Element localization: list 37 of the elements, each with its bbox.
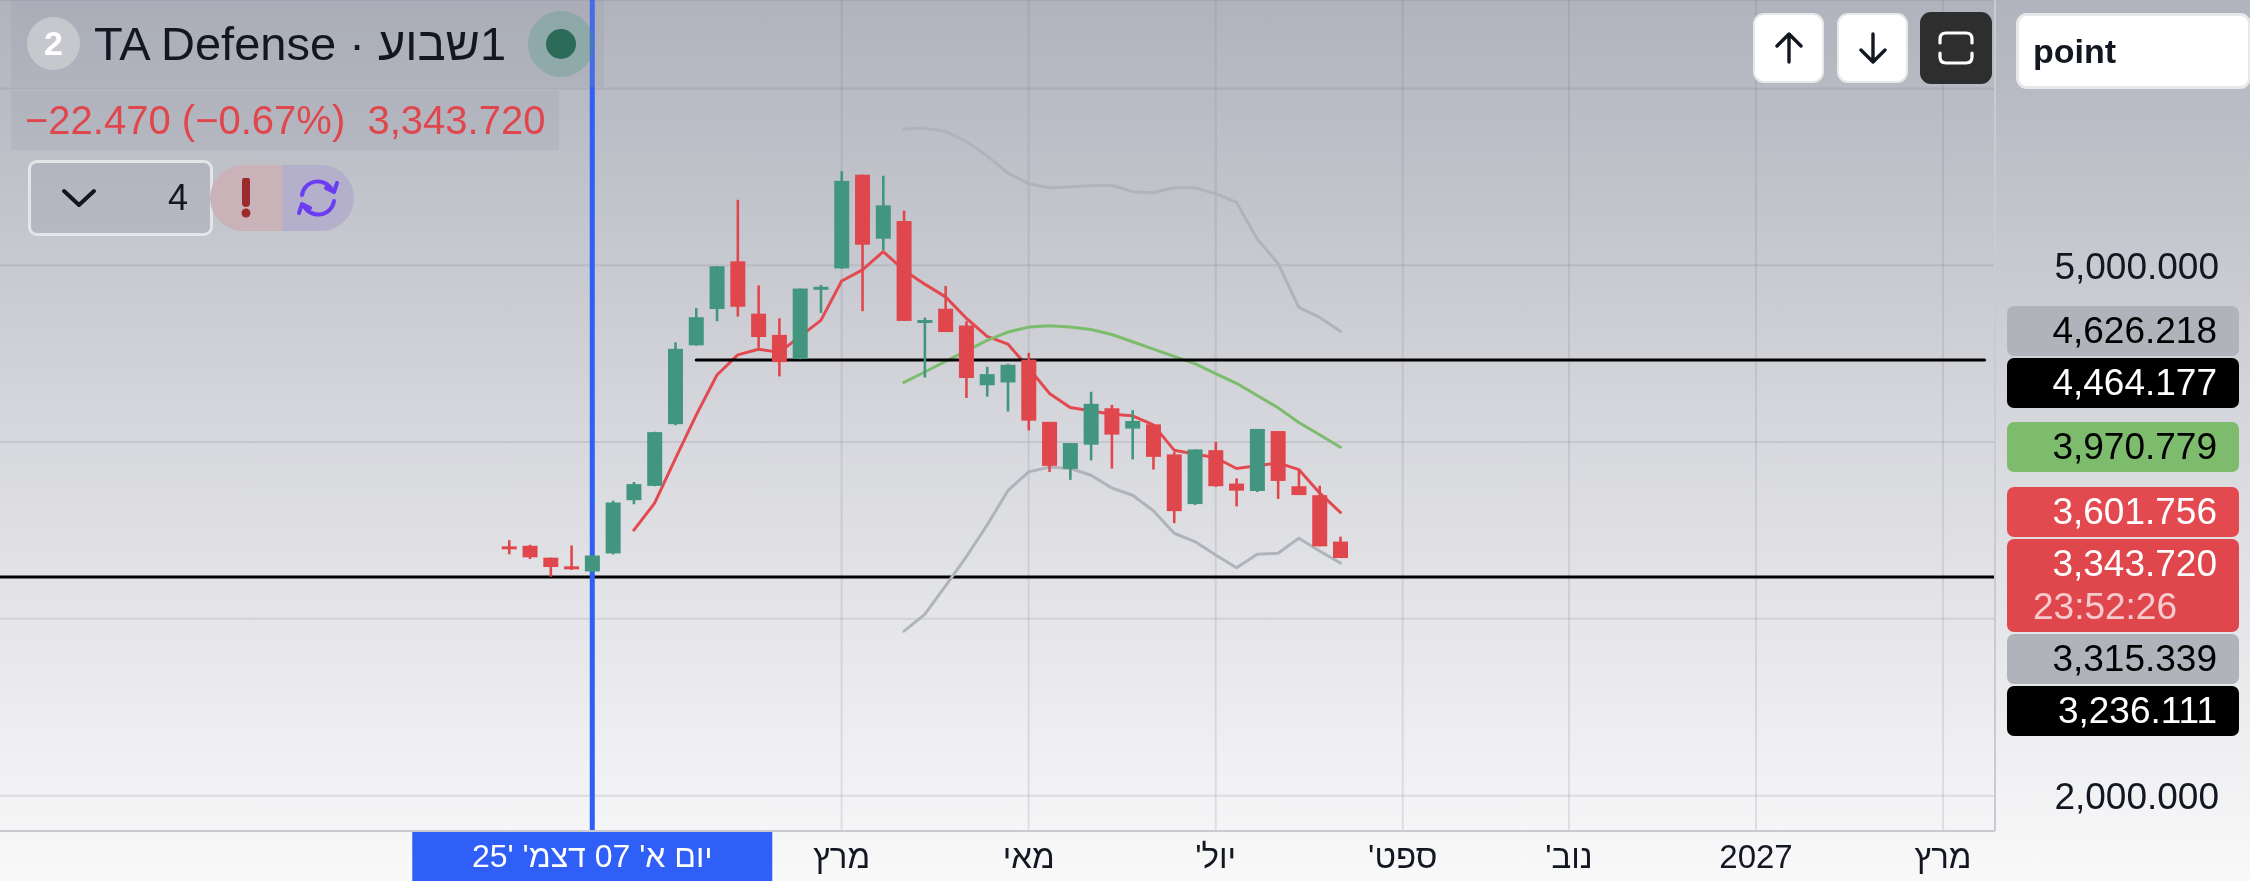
candlestick [626,480,642,506]
text: 23:52:26 [2032,586,2179,628]
text-field: point [2016,13,2250,89]
text: 3,970.779 [2051,425,2217,470]
x-tick-label: נוב' [1545,838,1593,875]
line-series [902,126,1342,333]
candlestick [938,284,954,334]
candlestick [917,316,933,379]
candlestick [1229,476,1245,508]
text: 3,236.111 [2056,689,2217,734]
y-tick-label: 5,000.000 [2054,245,2219,287]
y-tick-label: 2,000.000 [2054,775,2219,817]
text: 3,315.339 [2051,637,2217,682]
x-tick-label: יום א' 07 דצמ' '25 [471,838,713,874]
text: 4,464.177 [2051,361,2217,406]
x-tick-label: מרץ [1914,838,1972,875]
text: 3,343.720 [2052,543,2217,585]
line-series [902,324,1342,449]
x-tick-label: מרץ [813,838,871,875]
line-series [902,465,1342,633]
text: 3,601.756 [2051,490,2217,535]
number-badge: 2 [27,17,80,70]
x-tick-label: מאי [1002,838,1055,875]
candlestick [1000,362,1016,413]
candlestick [564,544,580,572]
candlestick [813,283,829,315]
text: 4,626.218 [2051,309,2217,354]
x-tick-label: יול' [1195,838,1237,875]
x-tick-label: 2027 [1719,838,1793,875]
dropdown-button: 4 [28,160,213,236]
candlestick [1291,467,1307,497]
text: −22.470 (−0.67%) 3,343.720 [25,98,546,143]
x-tick-label: ספט' [1368,838,1438,875]
annotation: 4 [167,177,188,219]
candlestick [751,284,767,350]
candlestick [1125,408,1141,461]
candlestick [979,365,995,398]
